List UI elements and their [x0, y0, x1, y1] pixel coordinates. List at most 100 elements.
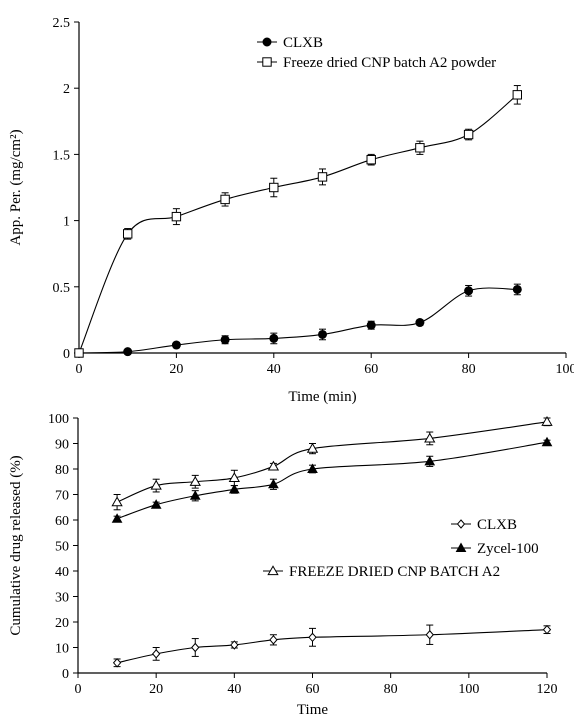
release-x-tick-label: 40: [227, 682, 241, 697]
data-point-clxb: [269, 333, 279, 343]
series-line-zycel-100: [116, 441, 548, 520]
series-clxb: [112, 624, 552, 668]
data-point-zycel-100: [150, 499, 162, 509]
release-x-tick-label: 100: [458, 682, 479, 697]
permeation-x-tick-label: 0: [76, 362, 83, 377]
data-point-clxb: [152, 649, 161, 659]
legend-label-clxb: CLXB: [283, 35, 323, 51]
release-x-axis-title: Time: [297, 702, 328, 718]
data-point-clxb: [415, 318, 425, 328]
permeation-x-tick-label: 40: [267, 362, 281, 377]
legend-label-freeze-dried-cnp: FREEZE DRIED CNP BATCH A2: [289, 564, 500, 580]
permeation-x-tick-label: 60: [364, 362, 378, 377]
permeation-y-tick-label: 1.5: [53, 148, 71, 163]
permeation-y-tick-label: 2.5: [53, 16, 71, 31]
data-point-clxb: [366, 320, 376, 330]
permeation-y-tick-label: 0.5: [53, 281, 71, 296]
permeation-series-group: [74, 85, 522, 358]
data-point-freeze-dried-cnp-batch-a2-powder: [463, 129, 474, 140]
release-y-axis-title: Cumulative drug released (%): [8, 455, 24, 635]
legend-marker-clxb: [456, 519, 466, 529]
data-point-zycel-100: [424, 455, 436, 466]
release-x-tick-label: 120: [537, 682, 558, 697]
release-y-tick-label: 30: [55, 591, 69, 606]
data-point-zycel-100: [228, 483, 240, 494]
data-point-zycel-100: [307, 463, 318, 473]
legend-entry-clxb: CLXB: [257, 35, 323, 51]
series-clxb: [74, 283, 522, 358]
legend-entry-zycel-100: Zycel-100: [451, 541, 539, 557]
release-axes: 0 20 40 60 80 100 120 0 10 20 30 40 50 60 70 80 90 100: [48, 412, 558, 697]
release-x-tick-label: 80: [384, 682, 398, 697]
data-point-freeze-dried-cnp-batch-a2: [111, 496, 123, 507]
legend-label-zycel-100: Zycel-100: [477, 541, 539, 557]
data-point-zycel-100: [111, 513, 123, 523]
series-freeze-dried-cnp-batch-a2-powder: [74, 85, 522, 358]
data-point-freeze-dried-cnp-batch-a2: [150, 479, 162, 490]
data-point-freeze-dried-cnp-batch-a2-powder: [220, 194, 230, 205]
data-point-freeze-dried-cnp-batch-a2: [424, 432, 436, 443]
series-line-freeze-dried-cnp-batch-a2: [116, 421, 548, 503]
permeation-axes: 0 20 40 60 80 100 0 0.5 1 1.5 2 2.5: [53, 16, 574, 377]
legend-marker-clxb: [262, 37, 272, 47]
data-point-clxb: [191, 642, 200, 653]
permeation-x-tick-label: 80: [462, 362, 476, 377]
release-x-tick-label: 60: [306, 682, 320, 697]
release-y-tick-label: 70: [55, 489, 69, 504]
permeation-y-tick-label: 0: [63, 347, 70, 362]
data-point-freeze-dried-cnp-batch-a2-powder: [171, 211, 182, 222]
data-point-zycel-100: [541, 436, 553, 447]
legend-entry-freeze-dried-cnp: FREEZE DRIED CNP BATCH A2: [263, 564, 500, 580]
legend-marker-freeze-dried-cnp-batch-a2-powder: [262, 57, 272, 67]
series-line-freeze-dried-cnp-batch-a2-powder: [78, 94, 518, 354]
data-point-clxb: [220, 335, 230, 345]
data-point-clxb: [123, 347, 133, 357]
data-point-freeze-dried-cnp-batch-a2: [228, 472, 240, 483]
data-point-clxb: [269, 635, 278, 645]
legend-entry-freeze-dried-powder: Freeze dried CNP batch A2 powder: [257, 55, 496, 71]
data-point-freeze-dried-cnp-batch-a2: [541, 416, 553, 426]
permeation-y-tick-label: 1: [63, 215, 70, 230]
release-y-tick-label: 100: [48, 412, 69, 427]
data-point-clxb: [171, 340, 181, 350]
release-x-tick-label: 0: [75, 682, 82, 697]
data-point-freeze-dried-cnp-batch-a2: [306, 442, 319, 453]
release-y-tick-label: 50: [55, 540, 69, 555]
series-zycel-100: [111, 436, 553, 523]
data-point-freeze-dried-cnp-batch-a2-powder: [366, 154, 376, 165]
chart-drug-release: 0 20 40 60 80 100 120 0 10 20 30 40 50 60 70 80 90 100 Ti…: [8, 412, 558, 718]
data-point-clxb: [464, 286, 474, 296]
data-point-clxb: [512, 284, 522, 294]
legend-label-freeze-dried-powder: Freeze dried CNP batch A2 powder: [283, 55, 496, 71]
data-point-freeze-dried-cnp-batch-a2-powder: [415, 143, 425, 153]
release-legend: CLXB Zycel-100 FREEZE DRIED CNP BATCH A2: [263, 517, 539, 580]
permeation-x-tick-label: 100: [556, 362, 574, 377]
release-x-tick-label: 20: [149, 682, 163, 697]
release-y-tick-label: 90: [55, 438, 69, 453]
permeation-x-tick-label: 20: [169, 362, 183, 377]
release-y-tick-label: 40: [55, 565, 69, 580]
permeation-y-tick-label: 2: [63, 82, 70, 97]
data-point-freeze-dried-cnp-batch-a2: [267, 460, 280, 471]
legend-entry-clxb: CLXB: [451, 517, 517, 533]
data-point-freeze-dried-cnp-batch-a2-powder: [123, 229, 133, 239]
data-point-clxb: [308, 632, 317, 643]
release-y-tick-label: 0: [62, 667, 69, 682]
data-point-zycel-100: [189, 490, 201, 500]
release-y-tick-label: 60: [55, 514, 69, 529]
data-point-clxb: [318, 329, 327, 339]
chart-permeation: 0 20 40 60 80 100 0 0.5 1 1.5 2 2.5 Time (min) App.…: [8, 16, 574, 405]
data-point-freeze-dried-cnp-batch-a2: [189, 475, 201, 486]
release-y-tick-label: 80: [55, 463, 69, 478]
data-point-freeze-dried-cnp-batch-a2-powder: [74, 348, 84, 358]
permeation-x-axis-title: Time (min): [288, 389, 356, 405]
data-point-clxb: [425, 629, 434, 640]
data-point-clxb: [112, 658, 122, 668]
data-point-freeze-dried-cnp-batch-a2-powder: [269, 182, 279, 193]
legend-label-clxb: CLXB: [477, 517, 517, 533]
series-line-clxb: [116, 629, 548, 664]
legend-marker-zycel-100: [455, 542, 467, 552]
data-point-freeze-dried-cnp-batch-a2-powder: [512, 90, 522, 100]
data-point-clxb: [230, 640, 239, 650]
release-y-tick-label: 20: [55, 616, 69, 631]
